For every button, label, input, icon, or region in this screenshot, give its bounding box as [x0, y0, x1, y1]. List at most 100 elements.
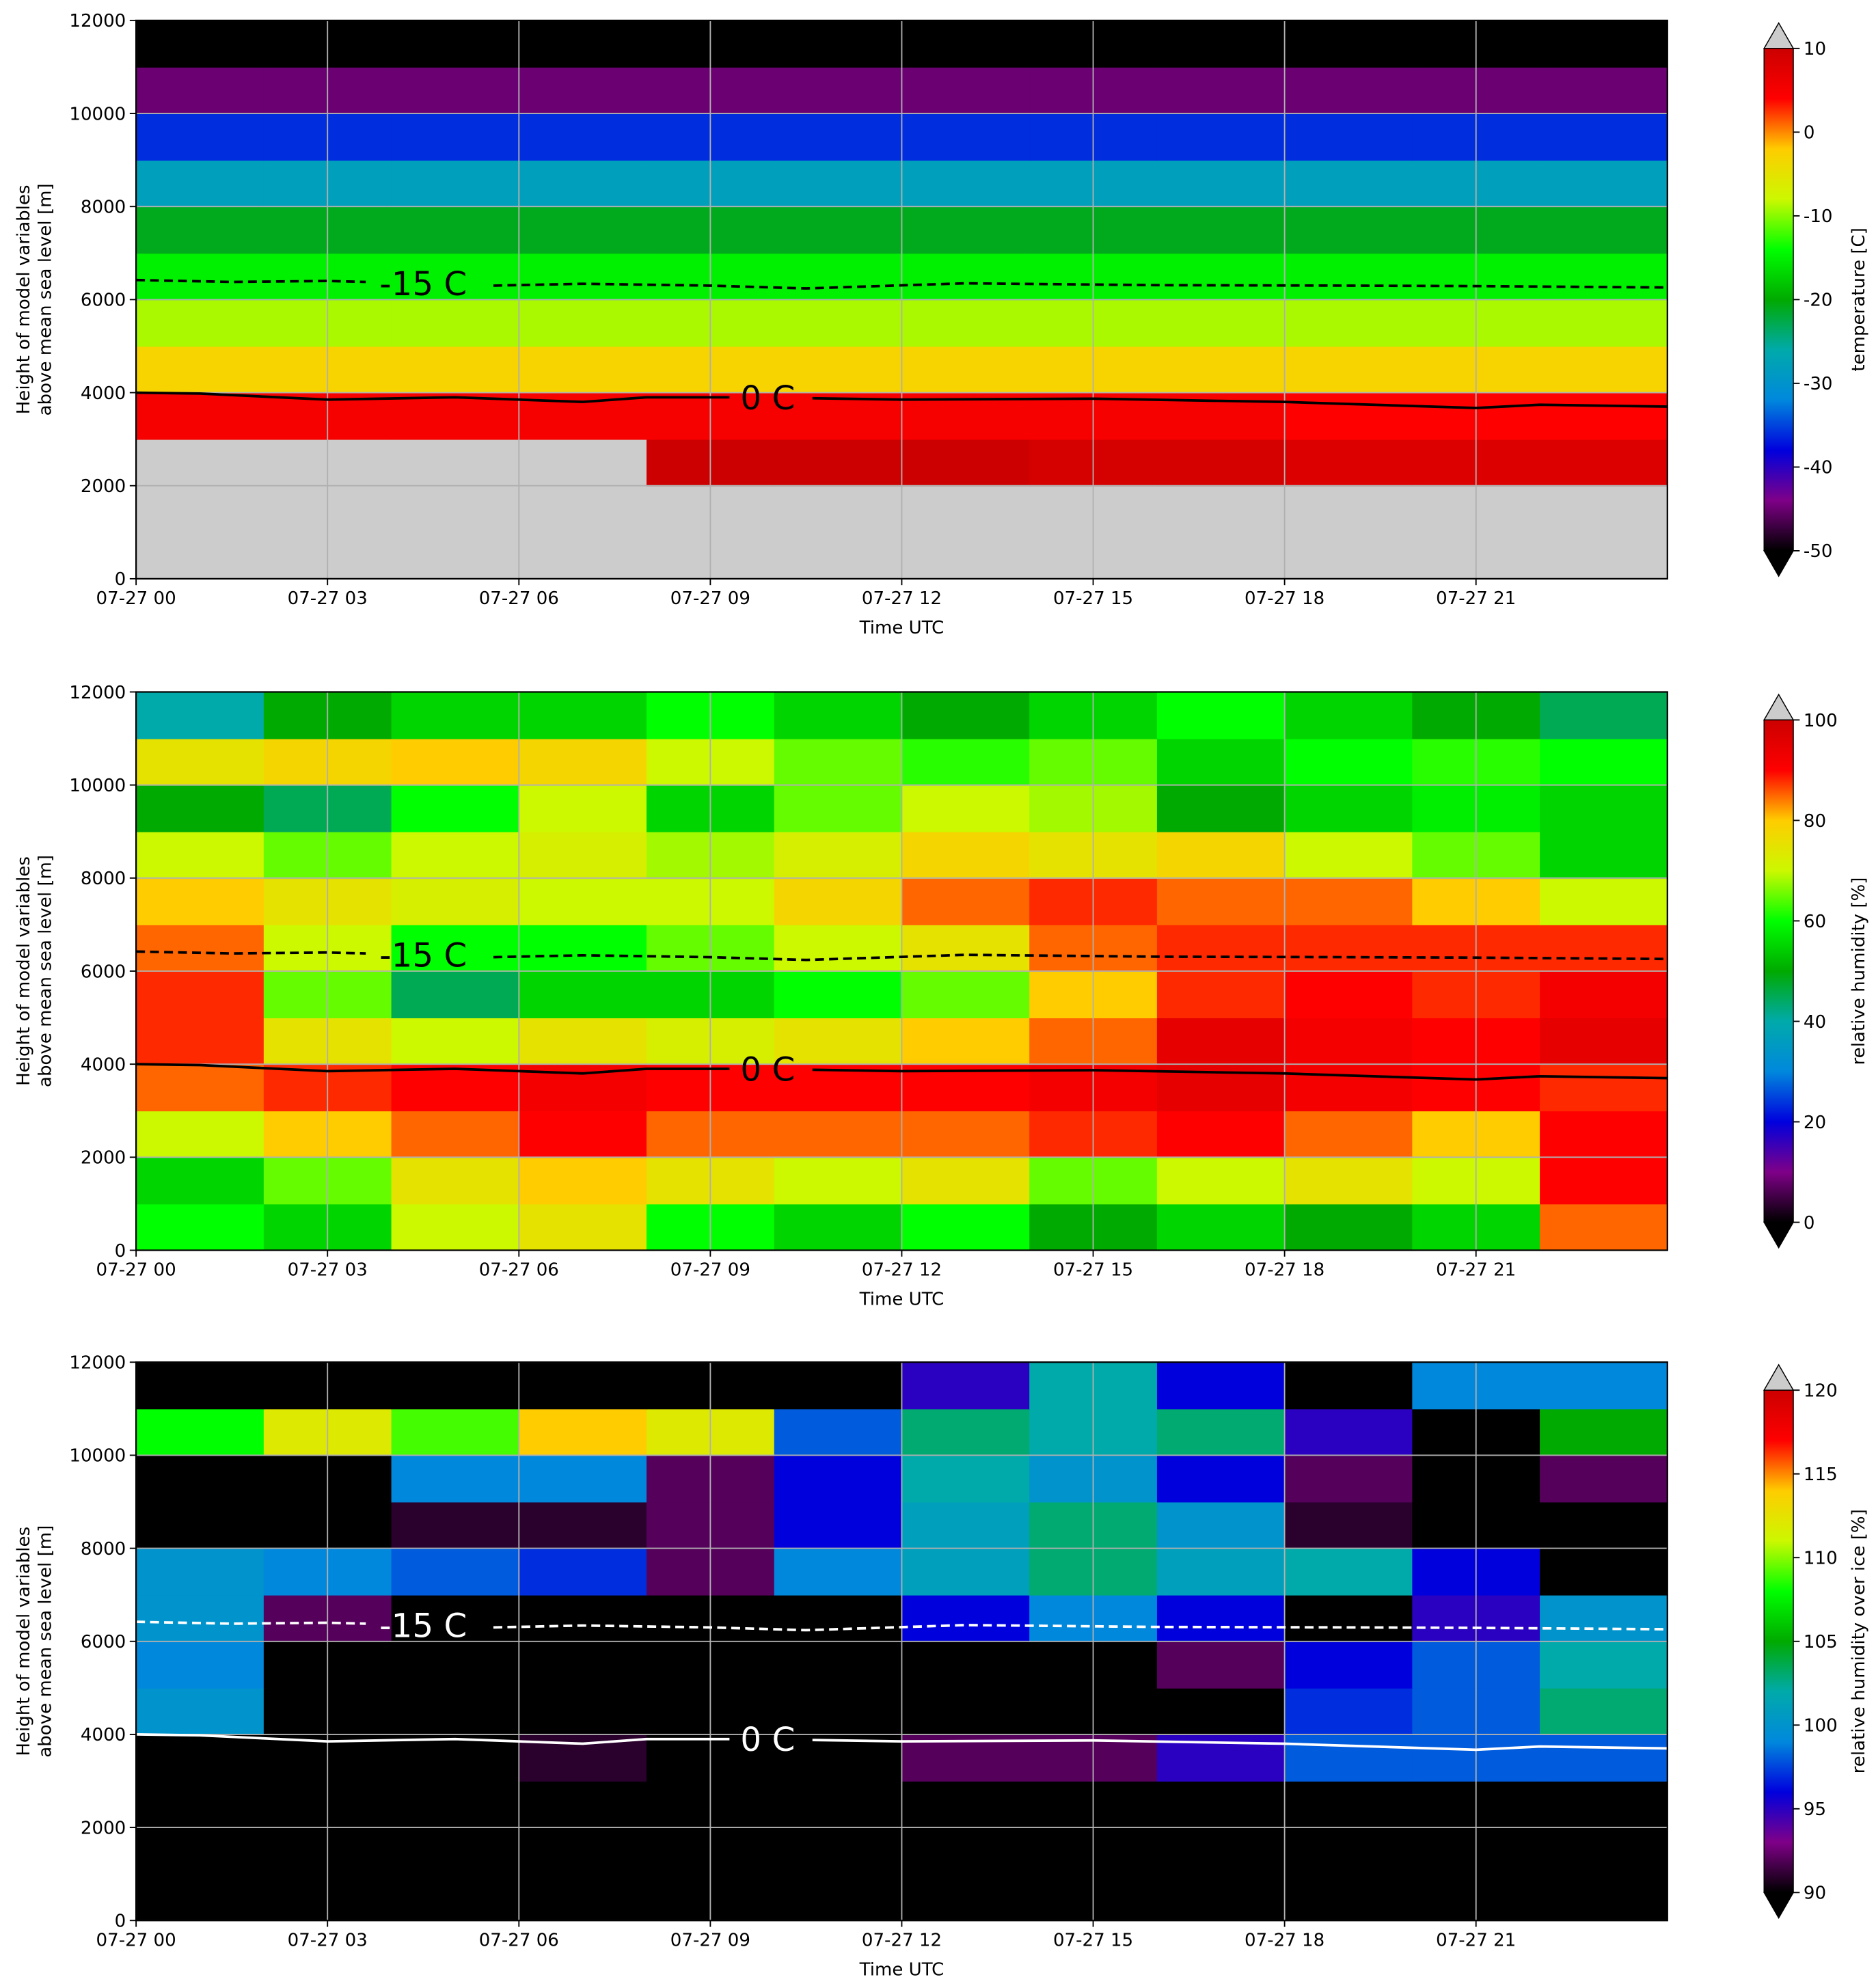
colorbar-tick-label: 90: [1804, 1883, 1826, 1904]
heatmap-cell: [1540, 738, 1668, 786]
colorbar-tick-label: -20: [1804, 290, 1833, 311]
y-tick-label: 2000: [81, 476, 126, 497]
heatmap-cell: [1284, 206, 1413, 254]
heatmap-cell: [774, 160, 903, 208]
heatmap-cell: [901, 1594, 1031, 1642]
heatmap-cell: [1540, 1064, 1668, 1112]
heatmap-cell: [901, 485, 1031, 533]
heatmap-cell: [1156, 1687, 1286, 1735]
heatmap-cell: [901, 66, 1031, 114]
x-tick-label: 07-27 09: [670, 588, 750, 609]
heatmap-cell: [519, 1018, 647, 1065]
y-tick-label: 8000: [81, 198, 126, 218]
heatmap-cell: [1284, 1734, 1413, 1782]
heatmap-cell: [774, 532, 903, 579]
heatmap-cell: [901, 1641, 1031, 1689]
heatmap-cell: [391, 392, 520, 440]
heatmap-cell: [519, 532, 647, 579]
heatmap-cell: [391, 1362, 520, 1410]
colorbar-tick-label: 95: [1804, 1799, 1826, 1820]
heatmap-cell: [901, 877, 1031, 925]
heatmap-cell: [901, 1018, 1031, 1065]
heatmap-cell: [136, 66, 264, 114]
heatmap-cell: [391, 160, 520, 208]
colorbar-over: [1763, 1363, 1795, 1391]
contour-line: [136, 391, 1668, 409]
heatmap-cell: [901, 206, 1031, 254]
heatmap-cell: [774, 346, 903, 394]
heatmap-cell: [1284, 66, 1413, 114]
heatmap-cell: [774, 831, 903, 879]
heatmap-cell: [774, 1781, 903, 1829]
heatmap-cell: [136, 877, 264, 925]
heatmap-cell: [1540, 1408, 1668, 1456]
heatmap-cell: [901, 253, 1031, 301]
x-tick-label: 07-27 03: [288, 1260, 368, 1281]
heatmap-cell: [136, 1203, 264, 1251]
x-tick-label: 07-27 18: [1245, 588, 1324, 609]
heatmap-cell: [136, 1111, 264, 1158]
heatmap-cell: [774, 1455, 903, 1503]
heatmap-cell: [901, 1501, 1031, 1549]
heatmap-cell: [1540, 1827, 1668, 1875]
heatmap-cell: [901, 1455, 1031, 1503]
heatmap-cell: [1156, 971, 1286, 1019]
heatmap-cell: [1540, 439, 1668, 487]
heatmap-cell: [136, 1408, 264, 1456]
heatmap-cell: [901, 1362, 1031, 1410]
heatmap-cell: [519, 206, 647, 254]
heatmap-cell: [1284, 971, 1413, 1019]
heatmap-cell: [391, 206, 520, 254]
heatmap-cell: [774, 877, 903, 925]
colorbar-label: relative humidity [%]: [1849, 877, 1869, 1065]
heatmap-cell: [1284, 253, 1413, 301]
x-tick-label: 07-27 18: [1245, 1930, 1324, 1950]
heatmap-cell: [391, 1641, 520, 1689]
heatmap-cell: [519, 1687, 647, 1735]
heatmap-cell: [136, 1455, 264, 1503]
contour-line: [136, 1733, 1668, 1752]
colorbar-label: relative humidity over ice [%]: [1849, 1509, 1869, 1773]
heatmap-cell: [1284, 299, 1413, 347]
heatmap-cell: [1156, 738, 1286, 786]
heatmap-cell: [136, 1064, 264, 1112]
heatmap-cell: [136, 392, 264, 440]
heatmap-cell: [1284, 439, 1413, 487]
heatmap-cell: [1540, 253, 1668, 301]
heatmap-cell: [391, 1594, 520, 1642]
heatmap-cell: [391, 924, 520, 972]
x-tick-label: 07-27 06: [479, 588, 559, 609]
heatmap-cell: [391, 692, 520, 739]
x-tick-label: 07-27 15: [1053, 1260, 1133, 1281]
heatmap-cell: [774, 1157, 903, 1205]
heatmap-cell: [391, 831, 520, 879]
heatmap-cell: [1156, 1018, 1286, 1065]
y-tick-label: 8000: [81, 1539, 126, 1560]
y-tick-label: 10000: [69, 104, 126, 124]
y-tick-label: 2000: [81, 1148, 126, 1169]
heatmap-cell: [901, 1203, 1031, 1251]
heatmap-cell: [391, 532, 520, 579]
heatmap-cell: [519, 66, 647, 114]
heatmap-cell: [1156, 877, 1286, 925]
heatmap-cell: [136, 1687, 264, 1735]
y-tick-label: 10000: [69, 1446, 126, 1467]
heatmap-cell: [1540, 1501, 1668, 1549]
colorbar-tick-label: -50: [1804, 541, 1833, 562]
heatmap-cell: [901, 692, 1031, 739]
heatmap-cell: [1540, 1687, 1668, 1735]
heatmap-cell: [519, 346, 647, 394]
heatmap-cell: [1156, 1408, 1286, 1456]
heatmap-cell: [391, 877, 520, 925]
heatmap-cell: [1540, 160, 1668, 208]
heatmap-cell: [774, 1687, 903, 1735]
heatmap-cell: [1284, 1501, 1413, 1549]
heatmap-cell: [1284, 1362, 1413, 1410]
axes-frame: [135, 19, 1668, 580]
heatmap-cell: [901, 1548, 1031, 1596]
contour-line: [136, 950, 1668, 962]
contour-line: [136, 1620, 1668, 1632]
heatmap-cell: [901, 160, 1031, 208]
y-axis-label: above mean sea level [m]: [35, 855, 55, 1087]
heatmap-cell: [774, 113, 903, 161]
